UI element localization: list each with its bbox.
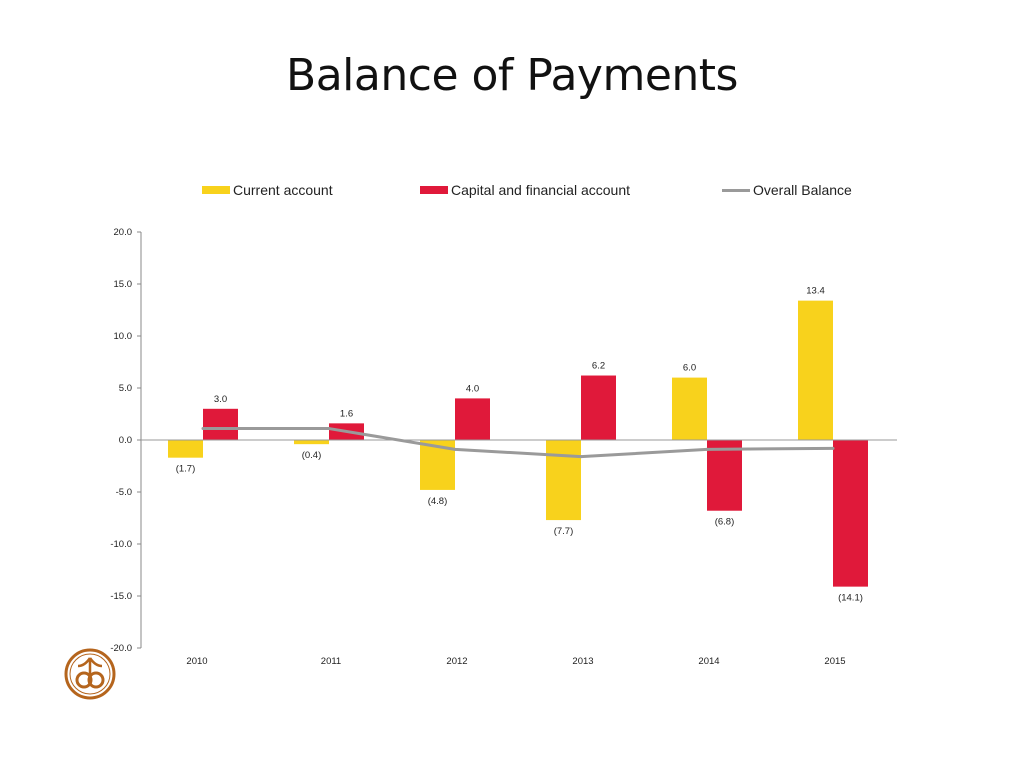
y-tick-label: -15.0 bbox=[110, 591, 132, 602]
capital-account-label: (6.8) bbox=[715, 517, 735, 528]
x-tick-label: 2013 bbox=[572, 656, 593, 667]
capital-account-label: 1.6 bbox=[340, 408, 353, 419]
current-account-label: 13.4 bbox=[806, 286, 825, 297]
y-tick-label: -10.0 bbox=[110, 539, 132, 550]
y-tick-label: 20.0 bbox=[114, 227, 133, 238]
capital-account-bar bbox=[581, 375, 616, 440]
legend-item-overall-balance: Overall Balance bbox=[722, 181, 852, 199]
current-account-label: (0.4) bbox=[302, 450, 322, 461]
capital-account-bar bbox=[455, 398, 490, 440]
y-tick-label: 15.0 bbox=[114, 279, 133, 290]
emblem-wings bbox=[77, 657, 103, 674]
x-tick-label: 2010 bbox=[186, 656, 207, 667]
current-account-bar bbox=[798, 300, 833, 440]
overall-balance-point bbox=[453, 447, 457, 451]
overall-balance-point bbox=[831, 446, 835, 450]
current-account-label: (7.7) bbox=[554, 526, 574, 537]
y-tick-label: 10.0 bbox=[114, 331, 133, 342]
legend-label-overall-balance: Overall Balance bbox=[753, 182, 852, 198]
emblem-left-loop bbox=[75, 671, 93, 689]
legend-label-capital-account: Capital and financial account bbox=[451, 182, 631, 198]
page-title: Balance of Payments bbox=[286, 50, 738, 101]
emblem-ring bbox=[64, 648, 116, 700]
emblem-inner-ring bbox=[69, 653, 111, 695]
capital-account-label: 4.0 bbox=[466, 383, 479, 394]
capital-account-label: (14.1) bbox=[838, 593, 863, 604]
legend-swatch-current-account bbox=[202, 186, 230, 194]
legend-swatch-overall-balance bbox=[722, 188, 750, 192]
overall-balance-point bbox=[579, 455, 583, 459]
overall-balance-point bbox=[705, 447, 709, 451]
current-account-bar bbox=[546, 440, 581, 521]
current-account-label: 6.0 bbox=[683, 363, 696, 374]
organization-emblem-icon bbox=[64, 648, 116, 700]
emblem-right-loop bbox=[87, 671, 105, 689]
y-tick-label: -5.0 bbox=[116, 487, 132, 498]
legend-swatch-capital-account bbox=[420, 186, 448, 194]
y-tick-label: 0.0 bbox=[119, 435, 132, 446]
x-tick-label: 2011 bbox=[321, 656, 341, 667]
capital-account-bar bbox=[707, 440, 742, 511]
x-tick-label: 2014 bbox=[698, 656, 719, 667]
legend-label-current-account: Current account bbox=[233, 182, 333, 198]
y-tick-label: 5.0 bbox=[119, 383, 132, 394]
capital-account-label: 3.0 bbox=[214, 394, 227, 405]
y-tick-label: -20.0 bbox=[110, 643, 132, 654]
overall-balance-point bbox=[327, 427, 331, 431]
overall-balance-point bbox=[201, 427, 205, 431]
chart-legend: Current account Capital and financial ac… bbox=[0, 181, 1024, 201]
legend-item-current-account: Current account bbox=[202, 181, 333, 199]
current-account-label: (1.7) bbox=[176, 464, 196, 475]
x-tick-label: 2015 bbox=[824, 656, 845, 667]
capital-account-bar bbox=[833, 440, 868, 587]
capital-account-bar bbox=[203, 408, 238, 440]
current-account-label: (4.8) bbox=[428, 496, 448, 507]
current-account-bar bbox=[672, 377, 707, 440]
x-tick-label: 2012 bbox=[446, 656, 467, 667]
overall-balance-line bbox=[203, 427, 834, 459]
legend-item-capital-account: Capital and financial account bbox=[420, 181, 630, 199]
current-account-bar bbox=[168, 440, 203, 458]
current-account-bar bbox=[294, 440, 329, 445]
capital-account-label: 6.2 bbox=[592, 361, 605, 372]
